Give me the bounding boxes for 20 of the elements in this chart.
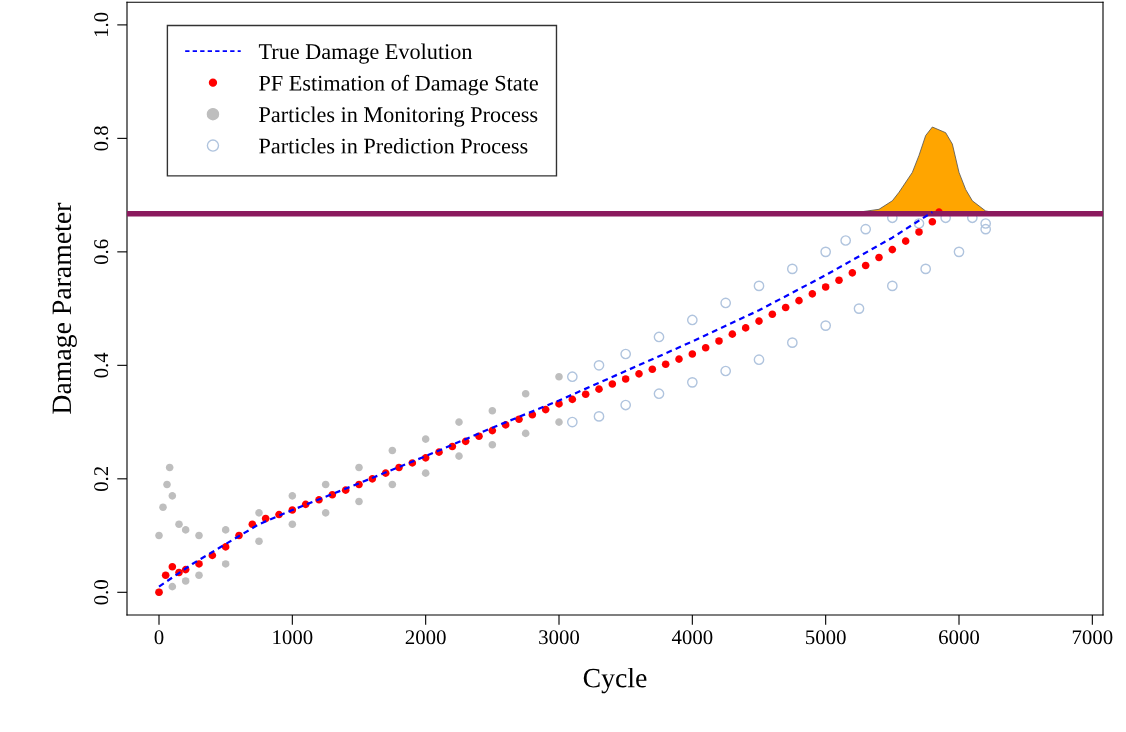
legend-label: Particles in Prediction Process <box>259 137 528 154</box>
x-tick-label: 0 <box>154 630 164 645</box>
x-tick-label: 3000 <box>539 630 580 645</box>
y-tick-label: 0.6 <box>94 239 109 265</box>
y-tick-label: 1.0 <box>94 12 109 37</box>
x-tick-label: 5000 <box>806 630 846 645</box>
y-tick-label: 0.4 <box>94 352 109 378</box>
legend-label: True Damage Evolution <box>258 43 473 64</box>
y-tick-label: 0.2 <box>94 466 109 492</box>
x-tick-label: 6000 <box>939 630 980 645</box>
y-axis-title: Damage Parameter <box>52 202 77 414</box>
y-tick-label: 0.8 <box>94 126 109 151</box>
legend-label: PF Estimation of Damage State <box>259 74 538 96</box>
x-tick-label: 4000 <box>671 630 713 645</box>
y-tick-label: 0.0 <box>94 580 109 605</box>
x-tick-label: 1000 <box>273 630 313 645</box>
x-tick-label: 2000 <box>405 630 446 645</box>
x-tick-label: 7000 <box>1072 630 1113 645</box>
x-axis-title: Cycle <box>583 667 647 694</box>
legend-label: Particles in Monitoring Process <box>259 106 538 127</box>
